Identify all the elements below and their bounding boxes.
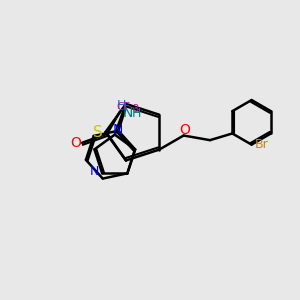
- Text: H: H: [131, 107, 141, 120]
- Text: N: N: [90, 165, 100, 178]
- Text: H: H: [117, 99, 126, 112]
- Text: Br: Br: [255, 138, 269, 151]
- Text: O: O: [180, 123, 190, 137]
- Text: S: S: [93, 125, 103, 140]
- Text: N: N: [123, 106, 133, 120]
- Text: 3: 3: [133, 104, 139, 114]
- Text: CF: CF: [116, 102, 130, 112]
- Text: O: O: [71, 136, 82, 150]
- Text: N: N: [112, 123, 123, 137]
